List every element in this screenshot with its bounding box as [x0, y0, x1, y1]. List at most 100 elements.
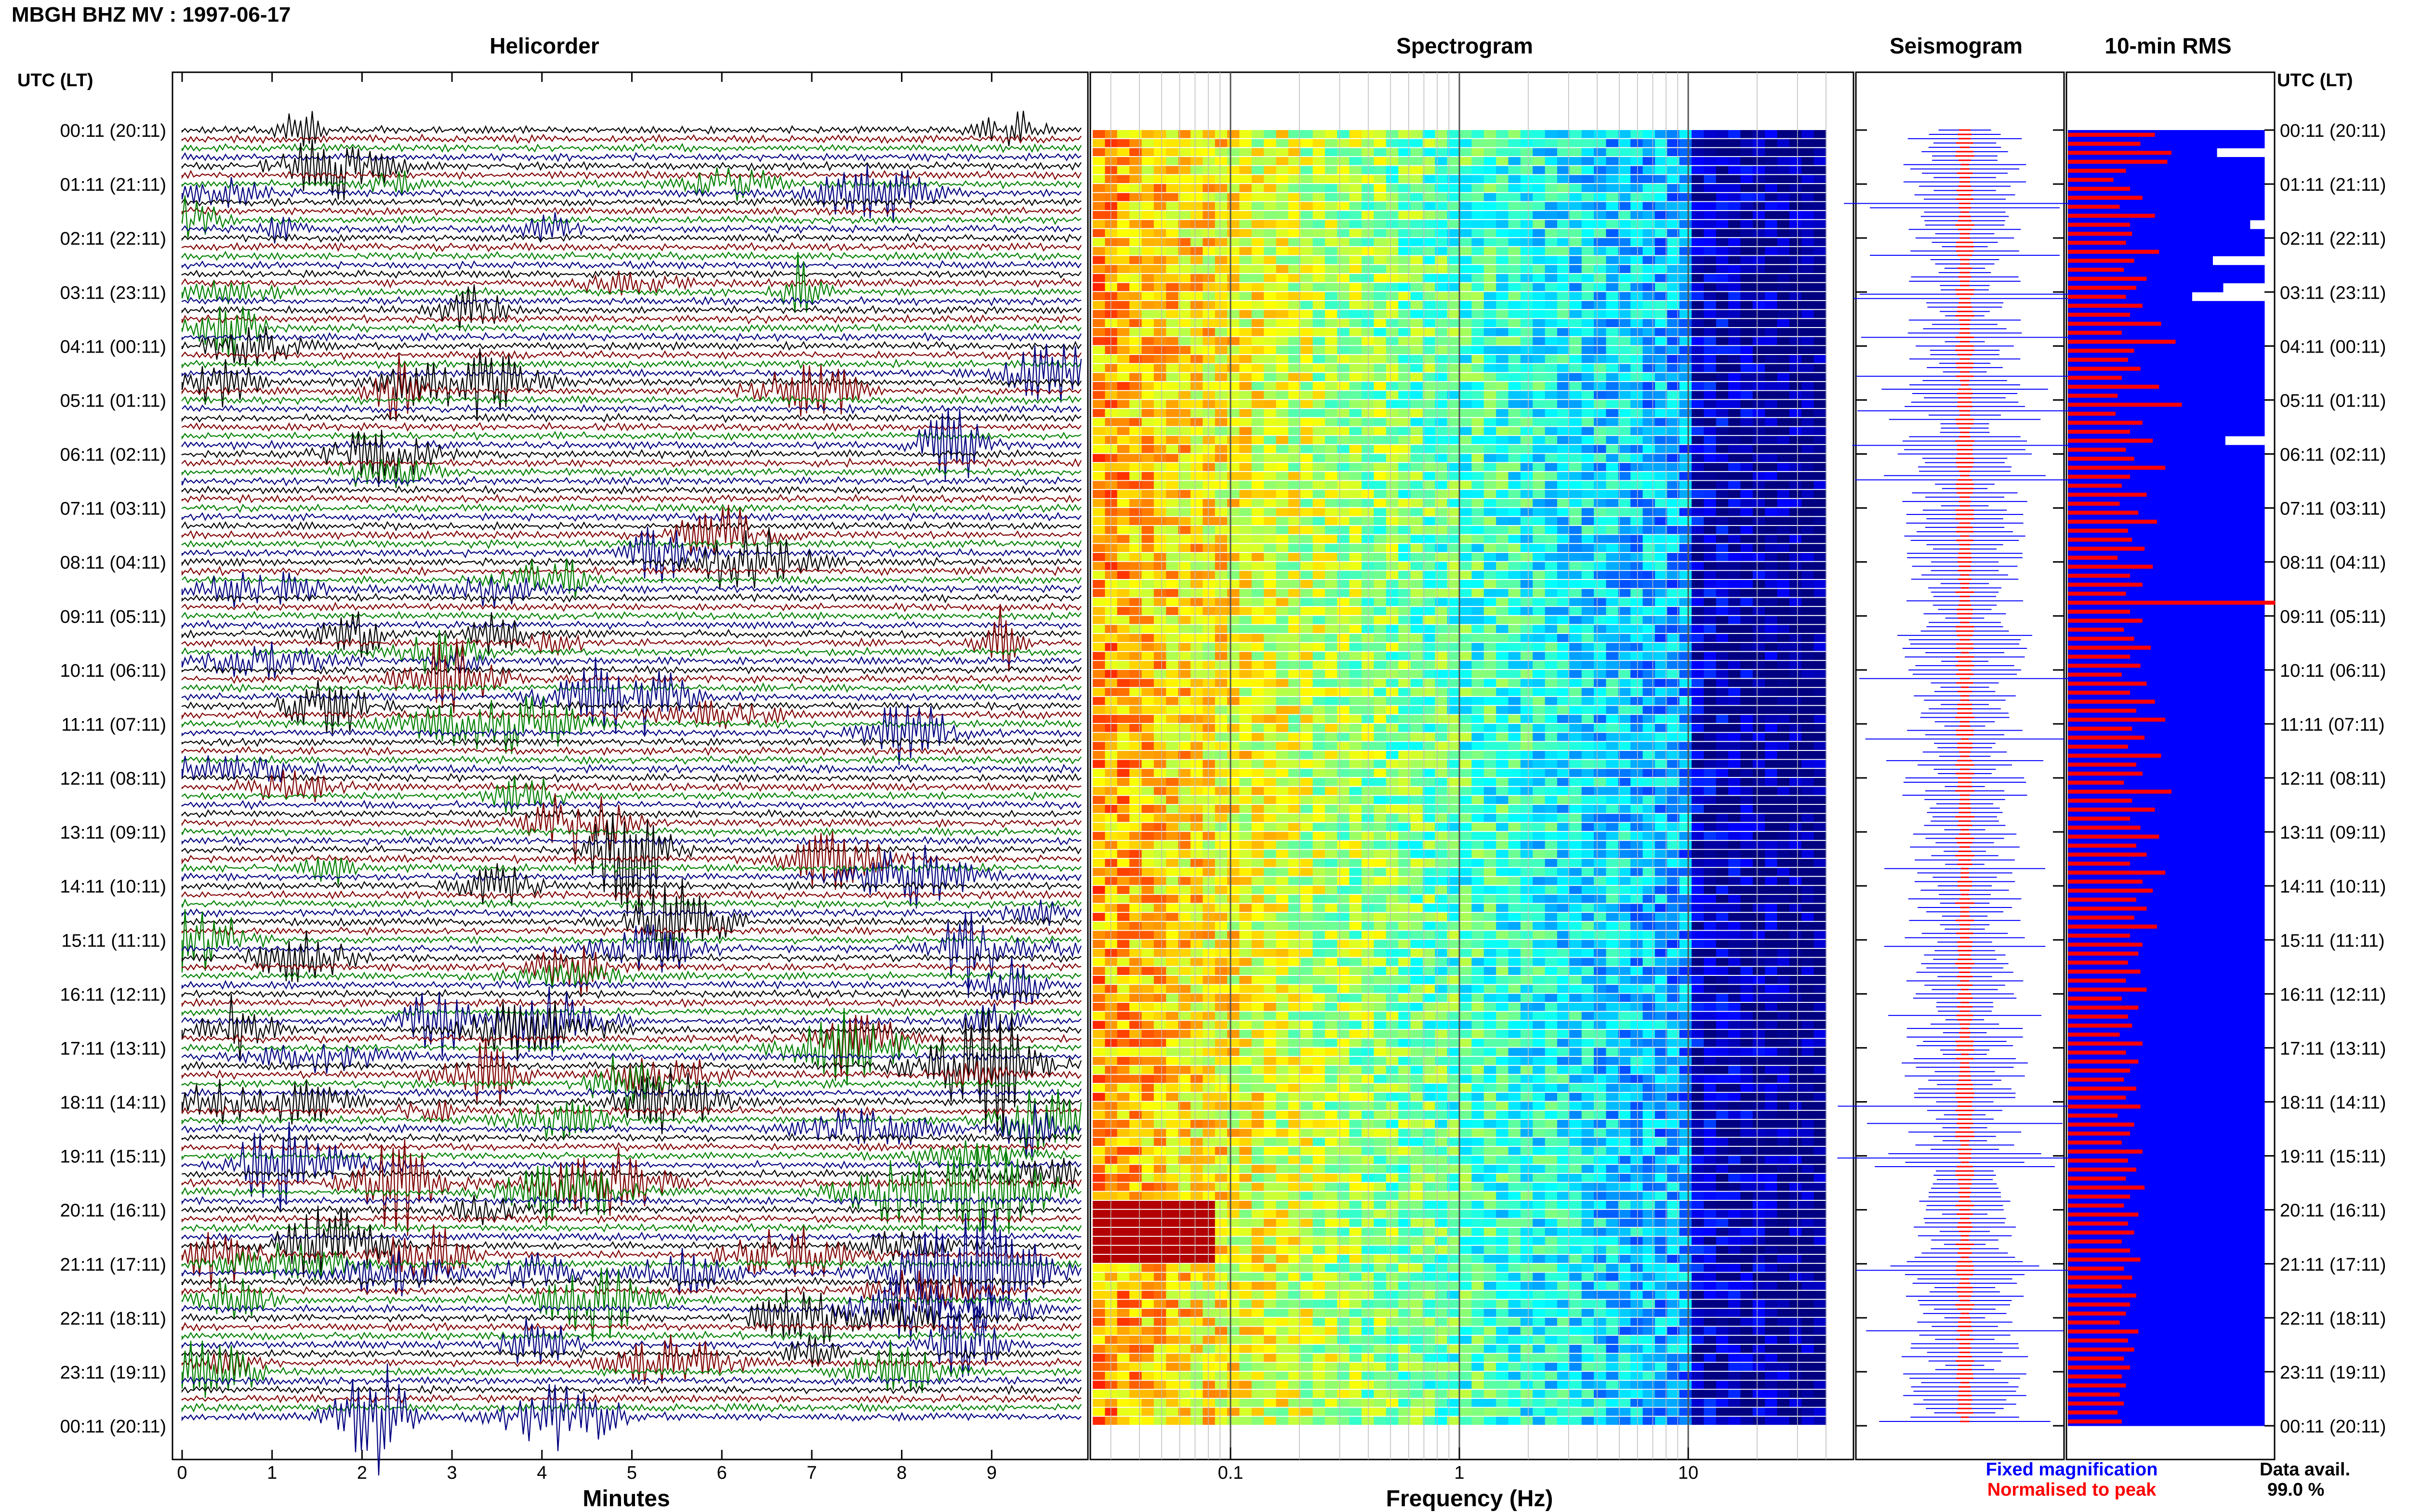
spectrogram-cell	[1508, 310, 1521, 318]
spectrogram-cell	[1288, 733, 1301, 741]
spectrogram-cell	[1642, 499, 1655, 507]
spectrogram-cell	[1692, 265, 1705, 273]
spectrogram-cell	[1483, 274, 1497, 282]
spectrogram-cell	[1325, 148, 1338, 157]
spectrogram-cell	[1239, 193, 1252, 201]
spectrogram-cell	[1557, 373, 1570, 381]
spectrogram-cell	[1337, 391, 1350, 399]
spectrogram-cell	[1141, 337, 1154, 345]
spectrogram-cell	[1153, 472, 1167, 480]
spectrogram-cell	[1496, 823, 1509, 831]
spectrogram-cell	[1349, 688, 1363, 696]
spectrogram-cell	[1337, 823, 1350, 831]
spectrogram-cell	[1569, 742, 1582, 750]
spectrogram-cell	[1117, 634, 1130, 642]
spectrogram-cell	[1325, 769, 1338, 777]
spectrogram-cell	[1545, 661, 1558, 669]
spectrogram-cell	[1447, 463, 1460, 471]
spectrogram-cell	[1545, 742, 1558, 750]
spectrogram-cell	[1459, 256, 1472, 264]
spectrogram-cell	[1141, 769, 1154, 777]
spectrogram-cell	[1093, 688, 1106, 696]
spectrogram-cell	[1227, 409, 1240, 417]
spectrogram-cell	[1606, 832, 1619, 840]
spectrogram-cell	[1789, 723, 1802, 732]
spectrogram-cell	[1276, 589, 1289, 597]
spectrogram-cell	[1801, 346, 1814, 354]
spectrogram-cell	[1642, 328, 1655, 336]
spectrogram-cell	[1178, 787, 1191, 795]
spectrogram-cell	[1129, 535, 1142, 543]
spectrogram-cell	[1117, 409, 1130, 417]
spectrogram-cell	[1435, 598, 1448, 606]
spectrogram-cell	[1178, 778, 1191, 786]
spectrogram-cell	[1203, 526, 1216, 534]
helicorder-trace	[181, 986, 1082, 1057]
spectrogram-cell	[1337, 580, 1350, 588]
spectrogram-cell	[1581, 148, 1595, 157]
spectrogram-cell	[1459, 742, 1472, 750]
spectrogram-cell	[1166, 580, 1179, 588]
spectrogram-cell	[1105, 499, 1118, 507]
spectrogram-cell	[1752, 238, 1766, 246]
spectrogram-cell	[1777, 391, 1790, 399]
spectrogram-cell	[1813, 400, 1827, 408]
spectrogram-cell	[1716, 400, 1729, 408]
spectrogram-cell	[1496, 220, 1509, 228]
spectrogram-cell	[1704, 445, 1717, 453]
spectrogram-cell	[1471, 508, 1484, 516]
spectrogram-cell	[1129, 292, 1142, 300]
spectrogram-cell	[1422, 634, 1436, 642]
spectrogram-cell	[1312, 139, 1325, 147]
spectrogram-cell	[1337, 427, 1350, 435]
spectrogram-cell	[1435, 220, 1448, 228]
spectrogram-cell	[1471, 463, 1484, 471]
spectrogram-cell	[1801, 310, 1814, 318]
spectrogram-cell	[1655, 499, 1668, 507]
spectrogram-cell	[1545, 265, 1558, 273]
spectrogram-cell	[1337, 814, 1350, 822]
spectrogram-cell	[1166, 706, 1179, 714]
spectrogram-cell	[1129, 319, 1142, 327]
spectrogram-cell	[1251, 616, 1265, 624]
spectrogram-cell	[1117, 742, 1130, 750]
spectrogram-cell	[1679, 832, 1692, 840]
spectrogram-cell	[1740, 265, 1753, 273]
spectrogram-cell	[1801, 445, 1814, 453]
helicorder-trace	[181, 696, 1082, 754]
spectrogram-cell	[1765, 346, 1778, 354]
spectrogram-cell	[1606, 166, 1619, 174]
spectrogram-cell	[1642, 319, 1655, 327]
spectrogram-cell	[1716, 598, 1729, 606]
spectrogram-cell	[1483, 616, 1497, 624]
spectrogram-cell	[1752, 805, 1766, 813]
spectrogram-cell	[1765, 193, 1778, 201]
spectrogram-cell	[1203, 751, 1216, 759]
left-hour-label: 17:11 (13:11)	[60, 1039, 166, 1059]
spectrogram-cell	[1435, 400, 1448, 408]
spectrogram-cell	[1581, 796, 1595, 804]
spectrogram-cell	[1704, 184, 1717, 192]
spectrogram-cell	[1178, 418, 1191, 426]
spectrogram-cell	[1594, 445, 1607, 453]
spectrogram-cell	[1190, 283, 1204, 291]
spectrogram-cell	[1349, 247, 1363, 255]
spectrogram-cell	[1594, 490, 1607, 498]
spectrogram-cell	[1251, 427, 1265, 435]
spectrogram-cell	[1545, 751, 1558, 759]
spectrogram-cell	[1789, 661, 1802, 669]
spectrogram-cell	[1581, 481, 1595, 489]
spectrogram-cell	[1752, 778, 1766, 786]
spectrogram-cell	[1581, 814, 1595, 822]
spectrogram-cell	[1692, 508, 1705, 516]
spectrogram-cell	[1337, 472, 1350, 480]
spectrogram-cell	[1398, 139, 1411, 147]
spectrogram-cell	[1288, 553, 1301, 561]
spectrogram-cell	[1545, 733, 1558, 741]
spectrogram-cell	[1520, 535, 1534, 543]
spectrogram-cell	[1422, 508, 1436, 516]
spectrogram-cell	[1483, 805, 1497, 813]
spectrogram-cell	[1276, 715, 1289, 723]
spectrogram-cell	[1520, 697, 1534, 705]
spectrogram-cell	[1667, 157, 1680, 165]
